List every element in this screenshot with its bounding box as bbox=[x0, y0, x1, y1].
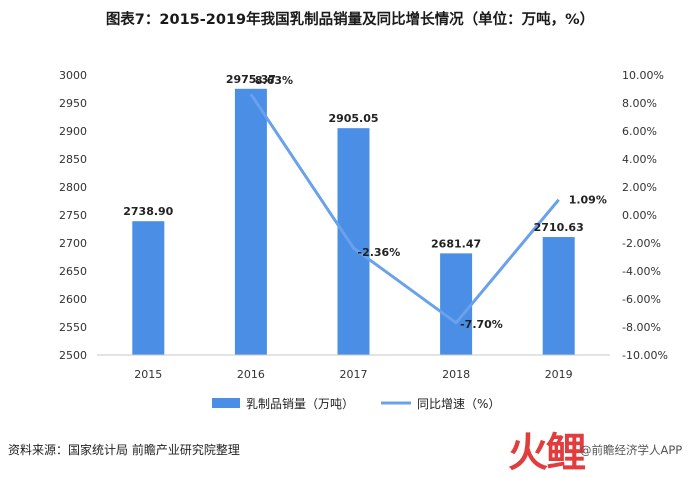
growth-value-label: 8.63% bbox=[255, 74, 293, 87]
bar-value-label: 2905.05 bbox=[328, 112, 378, 125]
left-axis-tick-label: 2600 bbox=[59, 293, 87, 306]
bar bbox=[337, 128, 370, 355]
legend-bar-label: 乳制品销量（万吨） bbox=[246, 397, 354, 411]
right-axis-tick-label: 10.00% bbox=[622, 69, 664, 82]
left-axis-tick-label: 3000 bbox=[59, 69, 87, 82]
right-axis-tick-label: 8.00% bbox=[622, 97, 657, 110]
right-axis-tick-label: -8.00% bbox=[622, 321, 661, 334]
legend-line-label: 同比增速（%） bbox=[417, 397, 500, 411]
x-axis: 2015 2016 2017 2018 2019 bbox=[97, 354, 610, 381]
right-axis-tick-label: -4.00% bbox=[622, 265, 661, 278]
growth-value-label: -2.36% bbox=[358, 246, 401, 259]
brand-name: @前瞻经济学人APP bbox=[580, 443, 683, 457]
right-axis-tick-label: -6.00% bbox=[622, 293, 661, 306]
brand-logo: 火鲤 bbox=[508, 430, 586, 476]
growth-value-label: -7.70% bbox=[460, 318, 503, 331]
left-axis-tick-label: 2950 bbox=[59, 97, 87, 110]
right-axis-tick-label: 0.00% bbox=[622, 209, 657, 222]
right-axis-tick-label: 2.00% bbox=[622, 181, 657, 194]
x-axis-tick-label: 2017 bbox=[340, 368, 368, 381]
right-axis-tick-label: 6.00% bbox=[622, 125, 657, 138]
legend: 乳制品销量（万吨） 同比增速（%） bbox=[212, 397, 500, 411]
left-axis-tick-label: 2500 bbox=[59, 349, 87, 362]
left-axis-tick-label: 2850 bbox=[59, 153, 87, 166]
growth-line bbox=[249, 93, 560, 325]
bar-value-label: 2738.90 bbox=[123, 205, 173, 218]
right-axis-tick-label: -10.00% bbox=[622, 349, 668, 362]
bar bbox=[542, 237, 575, 355]
bar bbox=[234, 88, 267, 356]
left-axis-tick-label: 2750 bbox=[59, 209, 87, 222]
growth-value-label: 1.09% bbox=[569, 194, 607, 207]
bar-value-label: 2710.63 bbox=[534, 221, 584, 234]
legend-bar-swatch bbox=[212, 398, 240, 408]
bars-layer bbox=[132, 88, 575, 356]
right-axis: 10.00% 8.00% 6.00% 4.00% 2.00% 0.00% -2.00% -4.… bbox=[622, 69, 668, 362]
line-layer bbox=[249, 93, 560, 325]
bar-value-label: 2975.37 bbox=[226, 73, 276, 86]
x-axis-tick-label: 2019 bbox=[545, 368, 573, 381]
brand-watermark: 火鲤 @前瞻经济学人APP bbox=[508, 420, 696, 476]
chart-title: 图表7：2015-2019年我国乳制品销量及同比增长情况（单位：万吨，%） bbox=[105, 12, 595, 28]
bar-value-labels: 2738.90 2975.37 2905.05 2681.47 2710.63 bbox=[123, 73, 584, 251]
x-axis-tick-label: 2018 bbox=[442, 368, 470, 381]
left-axis-tick-label: 2550 bbox=[59, 321, 87, 334]
left-axis-tick-label: 2700 bbox=[59, 237, 87, 250]
left-axis-tick-label: 2650 bbox=[59, 265, 87, 278]
chart-canvas: 3000 2950 2900 2850 2800 2750 2700 2650 2600 2550… bbox=[59, 69, 668, 411]
left-axis-tick-label: 2800 bbox=[59, 181, 87, 194]
left-axis-tick-label: 2900 bbox=[59, 125, 87, 138]
right-axis-tick-label: -2.00% bbox=[622, 237, 661, 250]
bar bbox=[440, 253, 473, 355]
right-axis-tick-label: 4.00% bbox=[622, 153, 657, 166]
left-axis: 3000 2950 2900 2850 2800 2750 2700 2650 2600 2550… bbox=[59, 69, 87, 362]
bar-value-label: 2681.47 bbox=[431, 237, 481, 250]
bar bbox=[132, 221, 165, 355]
line-value-labels: 8.63% -2.36% -7.70% 1.09% bbox=[255, 74, 607, 331]
x-axis-tick-label: 2016 bbox=[237, 368, 265, 381]
x-axis-tick-label: 2015 bbox=[134, 368, 162, 381]
source-note: 资料来源：国家统计局 前瞻产业研究院整理 bbox=[8, 443, 240, 457]
